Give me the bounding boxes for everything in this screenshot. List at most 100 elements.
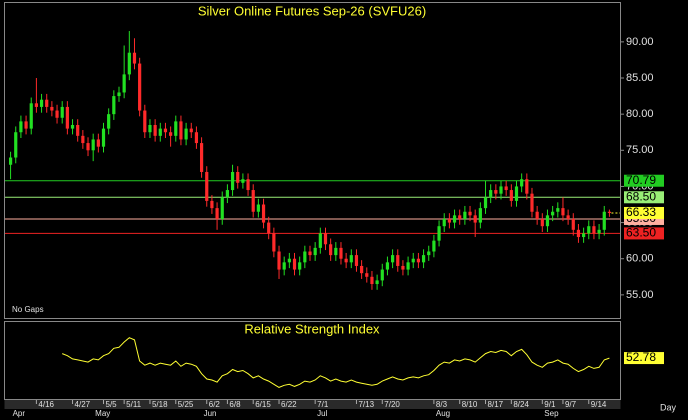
candle-body <box>504 186 508 191</box>
candle-body <box>329 244 333 256</box>
candle-body <box>210 200 214 209</box>
candle-body <box>592 226 596 234</box>
candle-body <box>318 233 322 248</box>
candle-body <box>153 124 157 136</box>
candle-body <box>70 124 75 129</box>
candle-body <box>473 215 477 223</box>
candle-body <box>117 92 121 97</box>
price-panel <box>4 2 621 319</box>
candle-body <box>432 240 436 252</box>
candle-body <box>303 251 307 263</box>
candle-body <box>261 204 266 223</box>
candle-body <box>323 233 328 245</box>
candle-body <box>287 258 291 263</box>
candle-body <box>298 262 302 270</box>
y-tick-label: 85.00 <box>626 72 654 84</box>
candle-body <box>401 265 405 270</box>
y-tick-label: 90.00 <box>626 36 654 48</box>
candle-body <box>55 110 59 118</box>
candle-body <box>127 52 131 75</box>
candle-body <box>509 190 513 201</box>
candle-body <box>184 128 188 140</box>
candle-body <box>551 211 555 216</box>
candle-body <box>65 106 69 129</box>
x-tick-label: 5/5 <box>106 400 118 409</box>
x-tick-label: 7/13 <box>358 400 374 409</box>
candle-body <box>334 247 338 256</box>
candle-body <box>86 143 90 151</box>
level-label: 68.50 <box>626 189 656 203</box>
candle-body <box>411 258 415 263</box>
candle-body <box>143 110 147 133</box>
candle-body <box>535 211 539 219</box>
rsi-title: Relative Strength Index <box>244 321 380 336</box>
x-tick-label: 6/22 <box>281 400 297 409</box>
month-label: Apr <box>13 409 26 418</box>
candle-body <box>406 262 410 270</box>
candle-body <box>494 190 498 194</box>
candle-body <box>514 186 519 201</box>
level-label-box <box>624 227 664 240</box>
x-tick-label: 6/15 <box>255 400 271 409</box>
y-tick-label: 75.00 <box>626 144 654 156</box>
x-tick-label: 9/7 <box>565 400 577 409</box>
candle-body <box>452 215 457 223</box>
candle-body <box>241 179 245 183</box>
candle-body <box>499 186 503 194</box>
level-label: 70.79 <box>626 173 656 187</box>
candle-body <box>220 197 224 219</box>
month-label: Jul <box>317 409 327 418</box>
candle-body <box>45 99 49 107</box>
candle-body <box>199 143 204 172</box>
candle-body <box>442 218 446 227</box>
x-unit: Day <box>660 402 677 412</box>
y-tick-label: 55.00 <box>626 289 654 301</box>
candle-body <box>96 139 100 147</box>
chart-title: Silver Online Futures Sep-26 (SVFU26) <box>198 3 426 18</box>
candle-body <box>540 218 544 227</box>
candle-body <box>339 247 343 259</box>
x-tick-label: 8/24 <box>513 400 529 409</box>
candle-body <box>587 226 591 234</box>
candle-body <box>251 190 255 212</box>
x-tick-label: 5/11 <box>126 400 142 409</box>
month-label: May <box>95 409 110 418</box>
candle-body <box>360 265 364 274</box>
x-tick-label: 4/27 <box>75 400 91 409</box>
candle-body <box>437 226 441 241</box>
candle-body <box>421 255 426 263</box>
candle-body <box>458 215 462 219</box>
candle-body <box>14 132 18 158</box>
x-tick-label: 4/16 <box>38 400 54 409</box>
candle-body <box>468 211 472 216</box>
candle-body <box>60 106 64 118</box>
candle-body <box>256 204 260 212</box>
candle-body <box>385 262 390 270</box>
month-label: Aug <box>436 409 450 418</box>
candle-body <box>50 106 54 111</box>
candle-body <box>91 139 95 151</box>
candle-body <box>194 132 199 144</box>
candle-body <box>520 179 524 187</box>
candle-body <box>272 233 276 252</box>
candle-body <box>101 128 106 147</box>
candle-body <box>29 103 33 129</box>
y-tick-label: 60.00 <box>626 253 654 265</box>
candle-body <box>163 128 168 133</box>
x-tick-label: 9/1 <box>544 400 556 409</box>
rsi-panel <box>4 321 621 400</box>
level-label: 63.50 <box>626 226 656 240</box>
candle-body <box>174 121 178 136</box>
candle-body <box>282 262 286 270</box>
level-label-box <box>624 191 664 204</box>
month-label: Sep <box>544 409 559 418</box>
candle-body <box>390 255 395 263</box>
candle-body <box>122 74 126 93</box>
candle-body <box>530 193 534 212</box>
candle-body <box>313 247 317 256</box>
candle-body <box>576 229 581 238</box>
candle-body <box>483 197 488 209</box>
candle-body <box>225 190 230 198</box>
